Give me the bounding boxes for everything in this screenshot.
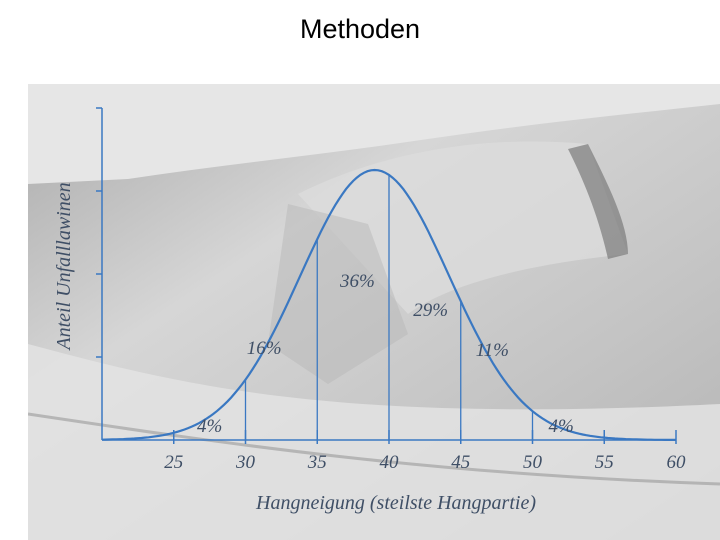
segment-label-20-30: 4% bbox=[197, 416, 222, 437]
x-axis-label: Hangneigung (steilste Hangpartie) bbox=[255, 492, 536, 514]
segment-labels: 4% 16% 36% 29% 11% 4% bbox=[197, 271, 574, 437]
x-tick-label-35: 35 bbox=[307, 452, 327, 473]
snow-slope-photo bbox=[28, 84, 720, 540]
segment-label-45-50: 11% bbox=[476, 340, 509, 361]
slide-title: Methoden bbox=[299, 14, 421, 44]
segment-label-35-40: 36% bbox=[339, 271, 375, 292]
chart-figure: 25 30 35 40 45 50 55 60 4% 16% 36% 29% 11% 4% Hangne… bbox=[28, 84, 720, 540]
x-tick-label-60: 60 bbox=[667, 452, 687, 473]
bell-curve-chart: 25 30 35 40 45 50 55 60 4% 16% 36% 29% 11% 4% Hangne… bbox=[28, 84, 720, 540]
y-axis-label: Anteil Unfalllawinen bbox=[53, 182, 75, 351]
segment-label-50-60: 4% bbox=[549, 416, 574, 437]
y-axis-ticks bbox=[96, 107, 102, 358]
x-tick-label-30: 30 bbox=[235, 452, 256, 473]
segment-dividers bbox=[244, 174, 534, 440]
x-tick-label-25: 25 bbox=[164, 452, 183, 473]
x-tick-labels: 25 30 35 40 45 50 55 60 bbox=[164, 452, 686, 473]
x-tick-label-45: 45 bbox=[451, 452, 470, 473]
x-tick-label-50: 50 bbox=[523, 452, 543, 473]
x-tick-label-55: 55 bbox=[595, 452, 614, 473]
segment-label-30-35: 16% bbox=[247, 338, 282, 359]
x-tick-label-40: 40 bbox=[380, 452, 400, 473]
segment-label-40-45: 29% bbox=[413, 300, 448, 321]
distribution-curve bbox=[101, 168, 676, 441]
